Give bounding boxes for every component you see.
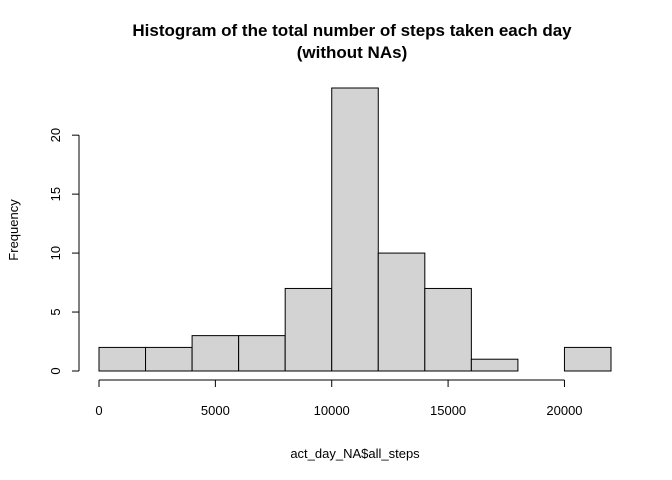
y-tick-label: 5 — [48, 308, 63, 315]
histogram-bar-7 — [424, 287, 472, 372]
histogram-bar-5 — [331, 87, 379, 372]
histogram-bar-4 — [284, 287, 333, 372]
histogram-bar-6 — [377, 252, 426, 372]
chart-title: Histogram of the total number of steps t… — [132, 21, 572, 40]
chart-subtitle: (without NAs) — [297, 43, 407, 62]
bars-group — [98, 87, 612, 372]
x-axis: 0 5000 10000 15000 20000 — [95, 379, 583, 418]
histogram-bar-3 — [238, 335, 286, 372]
y-tick-label: 20 — [48, 128, 63, 142]
y-tick-label: 15 — [48, 187, 63, 201]
x-tick-label: 0 — [95, 403, 102, 418]
x-tick-label: 20000 — [546, 403, 582, 418]
y-tick-label: 0 — [48, 367, 63, 374]
histogram-bar-2 — [191, 335, 240, 372]
x-tick-label: 15000 — [430, 403, 466, 418]
y-axis: 0 5 10 15 20 — [48, 128, 80, 375]
histogram-bar-10 — [563, 346, 612, 372]
histogram-bar-8 — [470, 358, 519, 372]
x-tick-label: 5000 — [201, 403, 230, 418]
histogram-bar-0 — [98, 346, 147, 372]
histogram-bar-1 — [145, 346, 193, 372]
y-axis-label: Frequency — [6, 199, 21, 261]
y-tick-label: 10 — [48, 246, 63, 260]
x-tick-label: 10000 — [314, 403, 350, 418]
x-axis-label: act_day_NA$all_steps — [290, 446, 420, 461]
